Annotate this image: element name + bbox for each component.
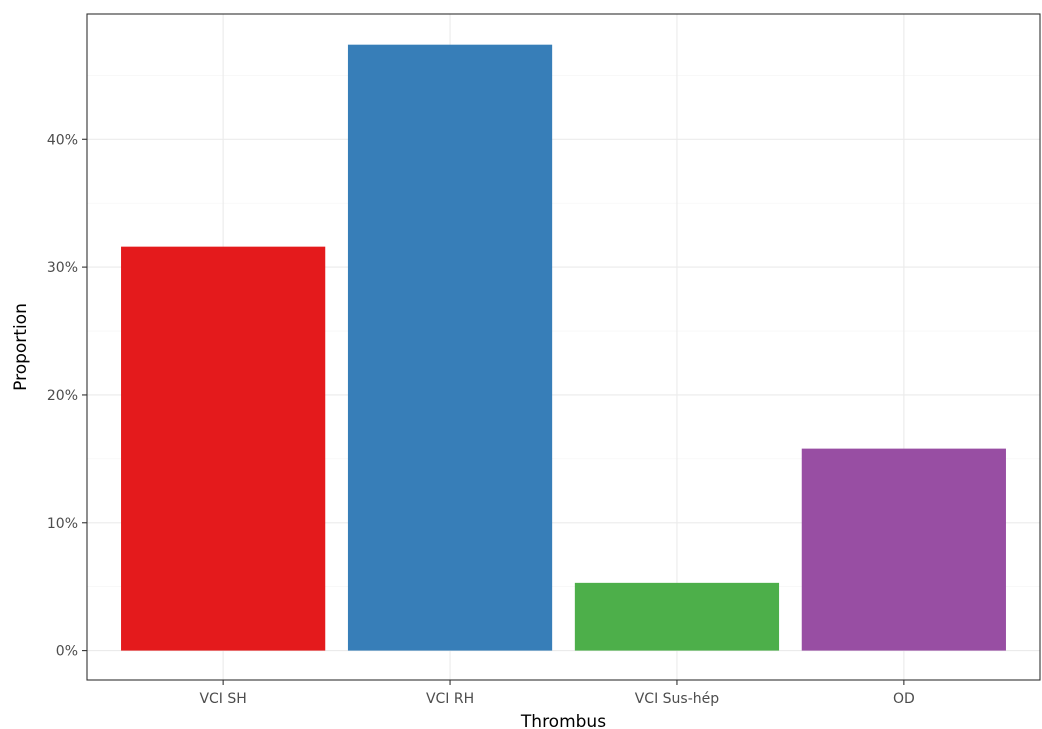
bar-od xyxy=(801,448,1006,651)
axis-ticks xyxy=(82,138,905,685)
tick-labels: 0% 10% 20% 30% 40% VCI SH VCI RH VCI Sus-hép OD xyxy=(47,132,915,707)
panel-border xyxy=(86,13,1041,681)
x-axis-title: Thrombus xyxy=(520,712,606,729)
bar-vci-rh xyxy=(347,44,553,651)
bar-vci-sh xyxy=(121,246,326,651)
y-tick-label: 20% xyxy=(47,388,78,404)
y-tick-label: 10% xyxy=(47,516,78,532)
x-tick-label: VCI RH xyxy=(426,691,474,707)
y-axis-title: Proportion xyxy=(11,303,31,391)
x-tick-label: VCI Sus-hép xyxy=(635,691,720,707)
x-tick-label: VCI SH xyxy=(199,691,246,707)
y-tick-label: 0% xyxy=(56,644,78,660)
x-tick-label: OD xyxy=(893,691,915,707)
y-tick-label: 40% xyxy=(47,132,78,148)
y-tick-label: 30% xyxy=(47,260,78,276)
bar-vci-sus-h-p xyxy=(574,582,780,651)
bars xyxy=(121,44,1006,651)
